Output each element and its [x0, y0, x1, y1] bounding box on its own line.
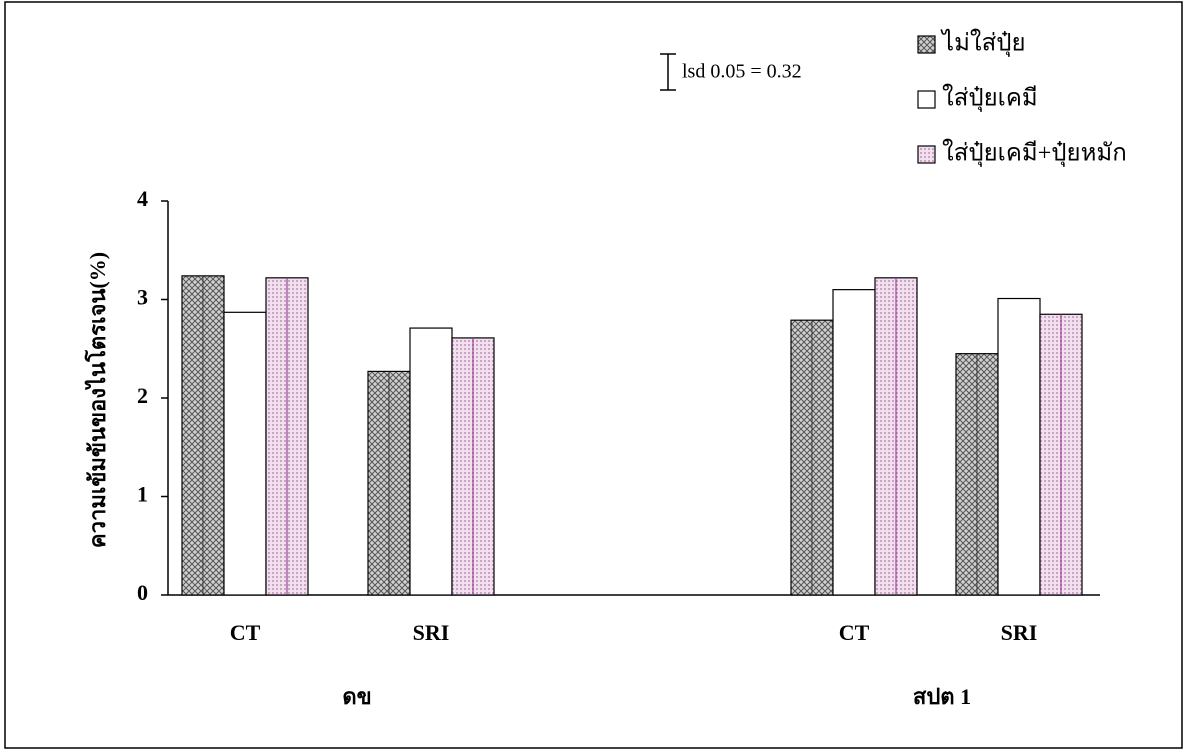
page: {"chart_data": {"type": "bar", "y_label"… [0, 0, 1188, 751]
y-tick-label: 0 [137, 580, 148, 605]
bar [833, 290, 875, 595]
y-tick-label: 1 [137, 482, 148, 507]
group-label: ดข [342, 684, 371, 709]
y-tick-label: 3 [137, 285, 148, 310]
y-tick-label: 2 [137, 383, 148, 408]
group-label: สปต 1 [913, 684, 971, 709]
annotation: lsd 0.05 = 0.32 [682, 61, 802, 83]
y-axis-label: ความเข้มข้นของไนโตรเจน(%) [84, 252, 110, 548]
y-tick-label: 4 [137, 186, 148, 211]
bar [410, 328, 452, 595]
legend-swatch [918, 146, 935, 163]
legend-label: ใส่ปุ๋ยเคมี+ปุ๋ยหมัก [942, 139, 1127, 168]
legend-swatch [918, 36, 935, 53]
legend-label: ไม่ใส่ปุ๋ย [940, 29, 1026, 58]
legend-label: ใส่ปุ๋ยเคมี [942, 84, 1038, 113]
bar [224, 312, 266, 595]
x-tick-label: SRI [1001, 620, 1038, 645]
x-tick-label: CT [230, 620, 261, 645]
x-tick-label: SRI [413, 620, 450, 645]
legend-swatch [918, 91, 935, 108]
chart: ความเข้มข้นของไนโตรเจน(%) lsd 0.05 = 0.3… [0, 0, 1188, 751]
bar [998, 299, 1040, 595]
x-tick-label: CT [839, 620, 870, 645]
lsd-bar [660, 54, 676, 90]
